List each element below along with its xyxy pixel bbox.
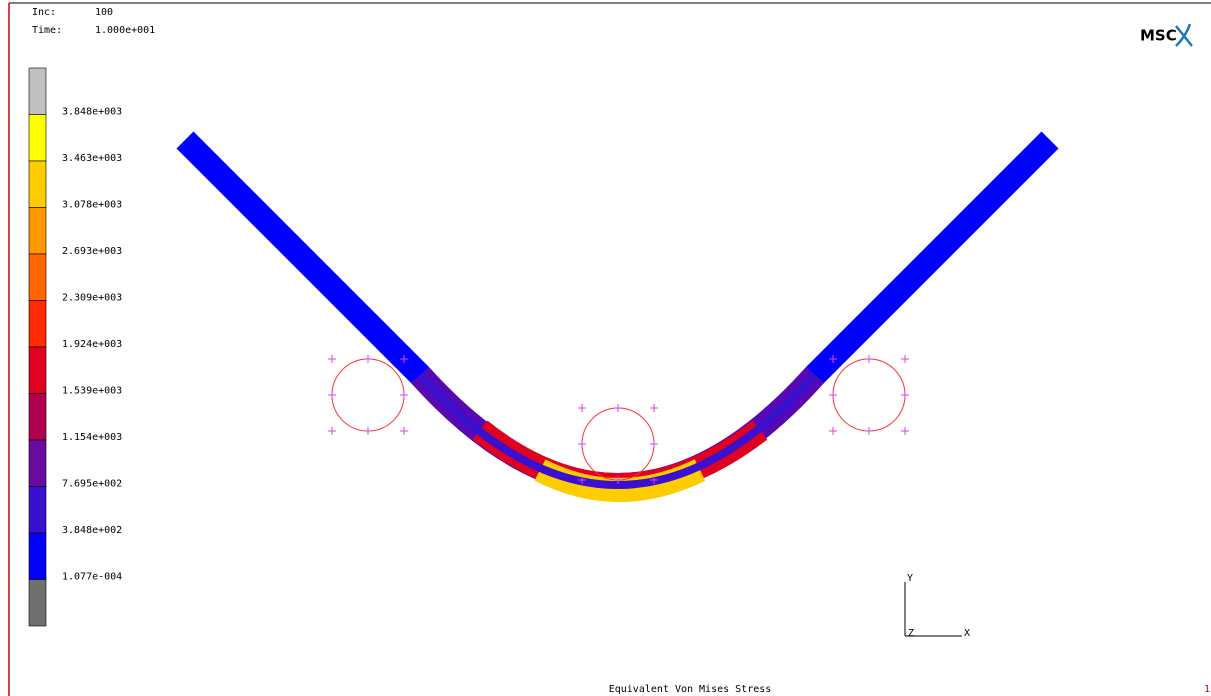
colorbar-segment	[29, 487, 46, 534]
inc-value: 100	[95, 7, 113, 18]
colorbar-label: 1.924e+003	[62, 339, 122, 350]
colorbar-label: 3.848e+002	[62, 525, 122, 536]
colorbar-label: 3.848e+003	[62, 107, 122, 118]
colorbar-label: 1.154e+003	[62, 432, 122, 443]
colorbar-segment	[29, 301, 46, 348]
x-label: X	[964, 628, 970, 639]
colorbar-label: 3.463e+003	[62, 153, 122, 164]
colorbar-segment	[29, 440, 46, 487]
colorbar-segment	[29, 347, 46, 394]
colorbar-segment	[29, 254, 46, 301]
z-label: Z	[908, 628, 914, 639]
colorbar-label: 1.539e+003	[62, 386, 122, 397]
logo: MSC	[1140, 27, 1177, 45]
colorbar-segment	[29, 115, 46, 162]
viewport: Inc: 100 Time: 1.000e+001 MSC Y X Z 3.84…	[0, 0, 1211, 696]
colorbar-label: 7.695e+002	[62, 479, 122, 490]
colorbar-segment	[29, 533, 46, 580]
time-value: 1.000e+001	[95, 25, 155, 36]
colorbar-segment	[29, 68, 46, 115]
colorbar-label: 2.309e+003	[62, 293, 122, 304]
colorbar-segment	[29, 394, 46, 441]
colorbar-label: 2.693e+003	[62, 246, 122, 257]
background	[0, 0, 1211, 696]
colorbar-segment	[29, 161, 46, 208]
inc-label: Inc:	[32, 7, 56, 18]
y-label: Y	[907, 573, 913, 584]
colorbar-label: 1.077e-004	[62, 572, 122, 583]
page-number: 1	[1204, 684, 1210, 695]
result-title: Equivalent Von Mises Stress	[609, 684, 772, 695]
colorbar-segment	[29, 580, 46, 627]
colorbar-label: 3.078e+003	[62, 200, 122, 211]
colorbar-segment	[29, 208, 46, 255]
time-label: Time:	[32, 25, 62, 36]
